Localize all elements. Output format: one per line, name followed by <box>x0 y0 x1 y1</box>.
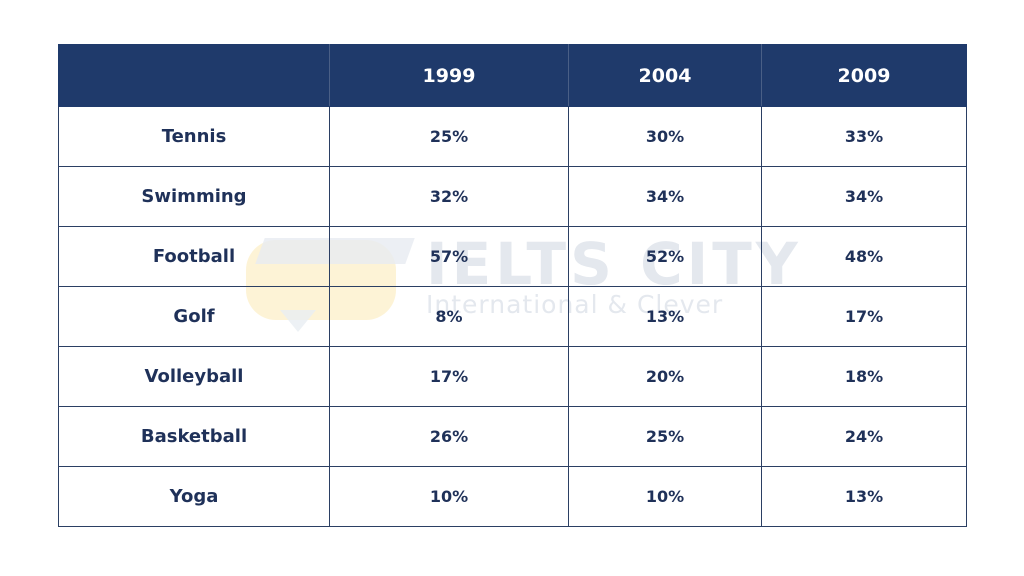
table-cell: 18% <box>761 346 967 407</box>
table-cell: 25% <box>568 406 762 467</box>
row-label-swimming: Swimming <box>58 166 330 227</box>
table-cell: 25% <box>329 106 569 167</box>
table-row: Golf 8% 13% 17% <box>58 286 967 347</box>
table-cell: 24% <box>761 406 967 467</box>
table-row: Tennis 25% 30% 33% <box>58 106 967 167</box>
header-cell-2009: 2009 <box>761 44 967 107</box>
header-cell-2004: 2004 <box>568 44 762 107</box>
table-cell: 20% <box>568 346 762 407</box>
table-cell: 30% <box>568 106 762 167</box>
row-label-football: Football <box>58 226 330 287</box>
table-cell: 13% <box>568 286 762 347</box>
table-cell: 33% <box>761 106 967 167</box>
table-cell: 26% <box>329 406 569 467</box>
data-table: 1999 2004 2009 Tennis 25% 30% 33% Swimmi… <box>58 44 967 527</box>
table-cell: 57% <box>329 226 569 287</box>
table-cell: 17% <box>329 346 569 407</box>
table-cell: 17% <box>761 286 967 347</box>
row-label-golf: Golf <box>58 286 330 347</box>
table-cell: 13% <box>761 466 967 527</box>
table-cell: 34% <box>761 166 967 227</box>
header-cell-1999: 1999 <box>329 44 569 107</box>
row-label-tennis: Tennis <box>58 106 330 167</box>
table-row: Football 57% 52% 48% <box>58 226 967 287</box>
table-row: Yoga 10% 10% 13% <box>58 466 967 527</box>
header-cell-corner <box>58 44 330 107</box>
table-cell: 8% <box>329 286 569 347</box>
table-row: Basketball 26% 25% 24% <box>58 406 967 467</box>
table-cell: 34% <box>568 166 762 227</box>
table-cell: 48% <box>761 226 967 287</box>
table-cell: 10% <box>329 466 569 527</box>
row-label-volleyball: Volleyball <box>58 346 330 407</box>
table-row: Volleyball 17% 20% 18% <box>58 346 967 407</box>
header-row: 1999 2004 2009 <box>58 44 967 107</box>
row-label-yoga: Yoga <box>58 466 330 527</box>
row-label-basketball: Basketball <box>58 406 330 467</box>
table-cell: 52% <box>568 226 762 287</box>
table-cell: 10% <box>568 466 762 527</box>
table-cell: 32% <box>329 166 569 227</box>
table-row: Swimming 32% 34% 34% <box>58 166 967 227</box>
